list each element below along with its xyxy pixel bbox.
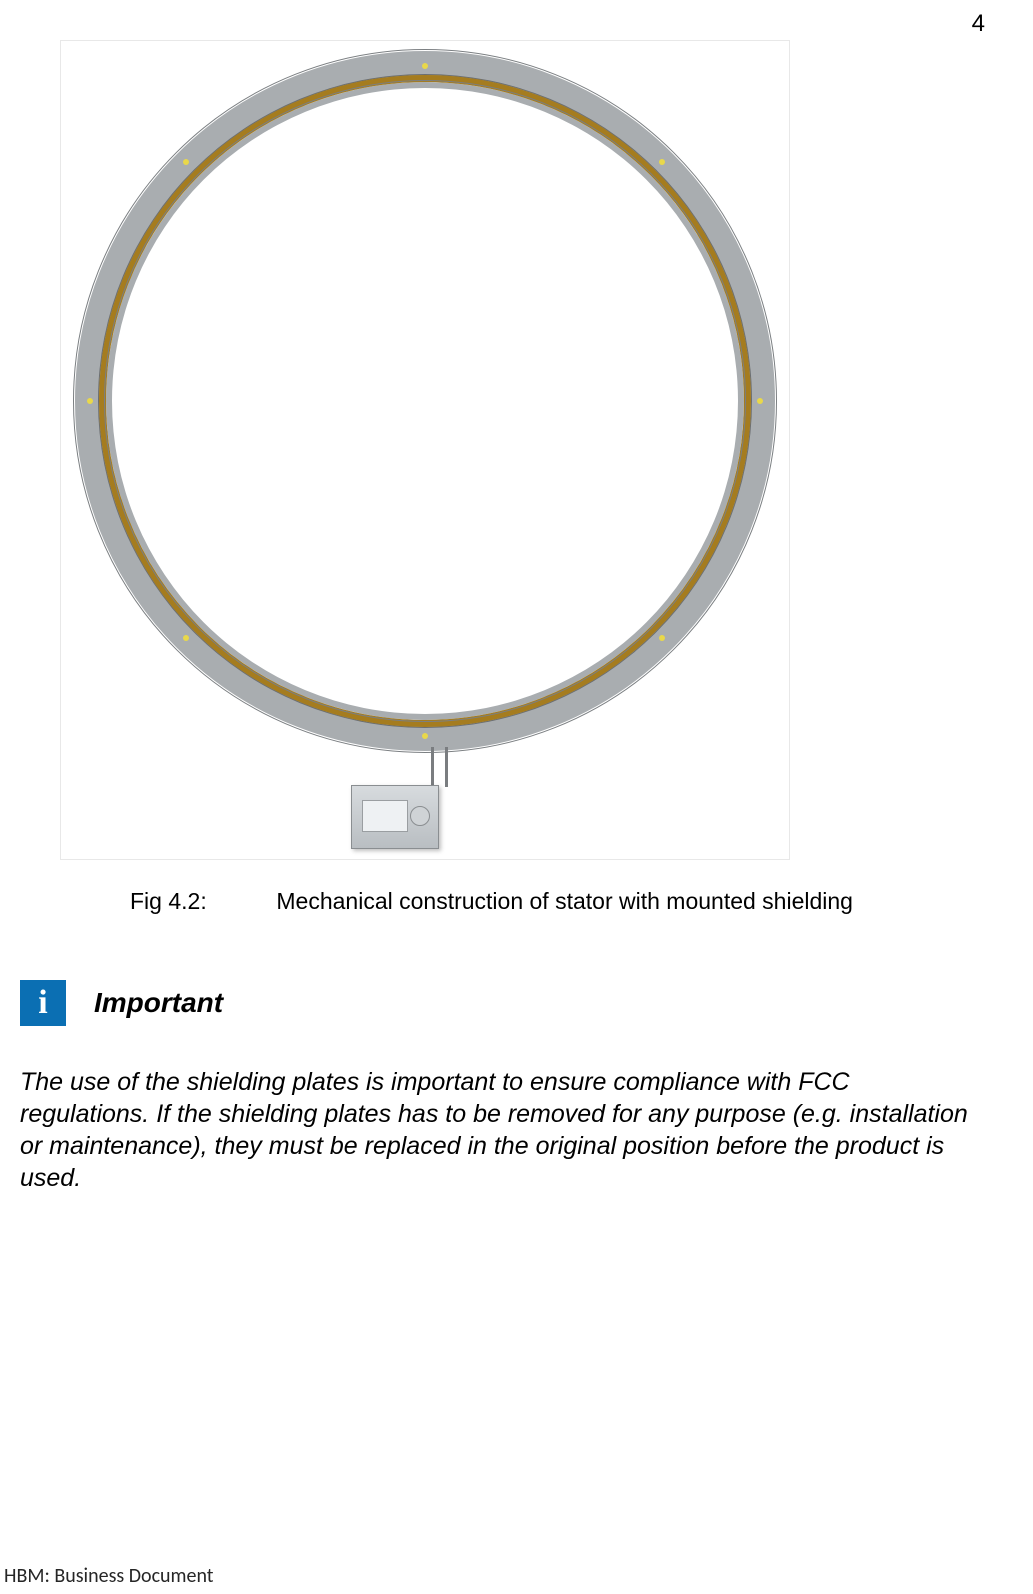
- page-number: 4: [972, 10, 985, 38]
- figure-label: Fig 4.2:: [130, 888, 270, 915]
- figure-caption: Fig 4.2: Mechanical construction of stat…: [130, 888, 1003, 915]
- stator-ring-diagram: [75, 51, 775, 751]
- segment-marker: [422, 733, 428, 739]
- info-icon-glyph: i: [38, 986, 47, 1020]
- connector-lead: [431, 747, 434, 787]
- segment-marker: [757, 398, 763, 404]
- segment-marker: [659, 159, 665, 165]
- segment-marker: [183, 159, 189, 165]
- segment-marker: [87, 398, 93, 404]
- segment-marker: [659, 635, 665, 641]
- footer-text: HBM: Business Document: [4, 1564, 214, 1588]
- info-icon: i: [20, 980, 66, 1026]
- important-header: i Important: [20, 980, 1003, 1026]
- important-notice: i Important The use of the shielding pla…: [20, 980, 1003, 1194]
- segment-marker: [422, 63, 428, 69]
- connector-lead: [445, 747, 448, 787]
- important-body-text: The use of the shielding plates is impor…: [20, 1066, 980, 1194]
- connector-module: [351, 785, 439, 849]
- figure-container: [60, 40, 790, 860]
- segment-marker: [183, 635, 189, 641]
- document-page: 4 Fig 4.2: Mechanical construction of st…: [0, 0, 1033, 1594]
- figure-caption-text: Mechanical construction of stator with m…: [276, 888, 853, 914]
- important-title: Important: [94, 987, 223, 1019]
- ring-inner-edge: [104, 80, 746, 722]
